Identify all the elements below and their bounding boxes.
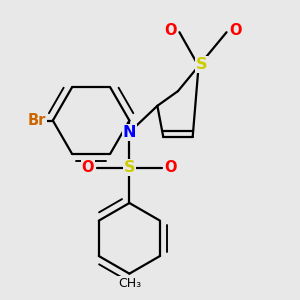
Text: Br: Br xyxy=(28,113,46,128)
Text: O: O xyxy=(230,23,242,38)
Text: N: N xyxy=(123,125,136,140)
Text: O: O xyxy=(82,160,94,175)
Text: O: O xyxy=(164,23,176,38)
Text: S: S xyxy=(124,160,135,175)
Text: O: O xyxy=(165,160,177,175)
Text: CH₃: CH₃ xyxy=(118,277,141,290)
Text: S: S xyxy=(196,57,207,72)
